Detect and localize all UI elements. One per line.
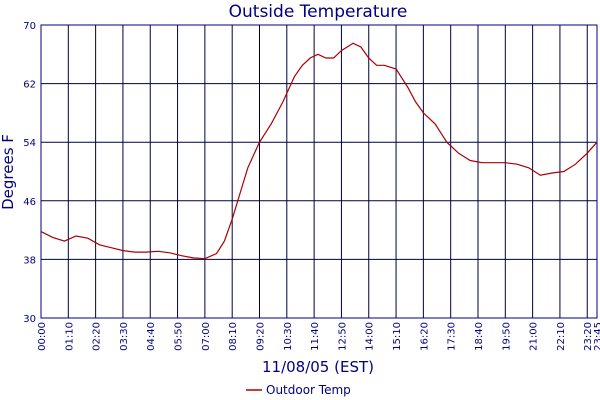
x-tick-label: 08:10 [228,322,239,351]
plot-area [40,24,598,319]
x-tick-label: 09:20 [255,322,266,351]
x-tick-label: 22:10 [556,322,567,351]
x-tick-label: 11:40 [310,322,321,351]
x-tick-label: 00:00 [37,322,48,351]
y-tick-label: 62 [23,80,36,91]
x-tick-label: 10:30 [283,322,294,351]
x-tick-label: 03:30 [119,322,130,351]
x-tick-label: 14:00 [365,322,376,351]
x-tick-label: 21:00 [529,322,540,351]
y-tick-label: 54 [23,138,36,149]
x-tick-label: 12:50 [337,322,348,351]
y-tick-label: 70 [23,21,36,32]
x-tick-label: 07:00 [201,322,212,351]
x-tick-label: 05:50 [174,322,185,351]
x-tick-label: 02:20 [92,322,103,351]
y-tick-label: 30 [23,314,36,325]
y-tick-labels: 30 38 46 54 62 70 [23,21,36,325]
legend-label-outdoor-temp: Outdoor Temp [266,383,351,397]
x-tick-labels: 00:00 01:10 02:20 03:30 04:40 05:50 07:00 08:10… [37,322,600,351]
x-tick-label: 16:20 [419,322,430,351]
legend: Outdoor Temp [246,383,351,397]
y-axis-label: Degrees F [0,134,17,210]
x-tick-label: 17:30 [447,322,458,351]
x-tick-label: 18:40 [474,322,485,351]
y-tick-label: 38 [23,255,36,266]
x-tick-label: 01:10 [64,322,75,351]
x-tick-label: 19:50 [501,322,512,351]
x-tick-label: 23:20 [583,322,594,351]
x-tick-label: 15:10 [392,322,403,351]
y-tick-label: 46 [23,197,36,208]
x-tick-label: 23:45 [593,322,600,351]
x-axis-label: 11/08/05 (EST) [262,358,374,376]
chart-title: Outside Temperature [229,2,408,22]
grid-lines [40,24,598,319]
x-tick-label: 04:40 [146,322,157,351]
series-line-outdoor-temp [40,42,598,260]
